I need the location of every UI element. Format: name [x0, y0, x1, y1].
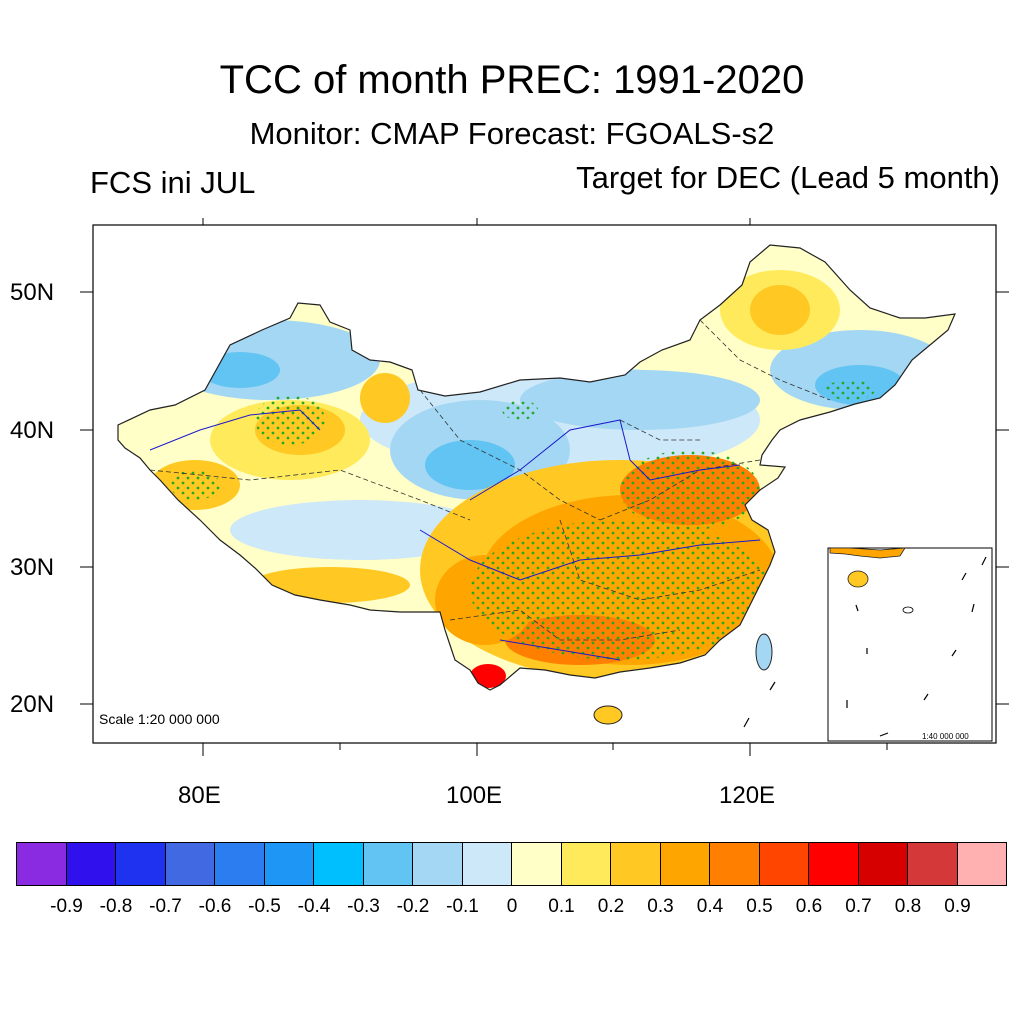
inset-atoll	[902, 606, 914, 614]
lat-ticks	[80, 291, 1009, 705]
colorbar-cell	[610, 842, 661, 886]
warm-region-inner-mongolia	[360, 373, 410, 423]
stipple-area-xinjiang	[255, 395, 325, 445]
colorbar-cell	[956, 842, 1007, 886]
colorbar-cell	[560, 842, 611, 886]
nine-dash-main	[743, 556, 987, 728]
stipple-area-tarim	[170, 470, 220, 500]
init-label: FCS ini JUL	[90, 165, 256, 200]
colorbar-cell	[907, 842, 958, 886]
colorbar-cell	[461, 842, 512, 886]
colorbar	[16, 842, 1007, 886]
blue-region-gansu-core	[425, 440, 515, 490]
lon-label-120e: 120E	[719, 782, 776, 809]
colorbar-labels: -0.9 -0.8 -0.7 -0.6 -0.5 -0.4 -0.3 -0.2 -0.1 0 0.1…	[0, 896, 1024, 926]
inset-frame	[827, 547, 993, 742]
colorbar-cell	[511, 842, 562, 886]
colorbar-tick-label: 0.8	[894, 896, 922, 917]
colorbar-cell	[16, 842, 67, 886]
colorbar-tick-label: -0.5	[248, 896, 281, 917]
lon-label-100e: 100E	[446, 782, 503, 809]
hainan-island	[593, 705, 623, 725]
colorbar-tick-label: 0.3	[647, 896, 674, 917]
colorbar-tick-label: 0	[506, 896, 518, 917]
colorbar-cell	[758, 842, 809, 886]
colorbar-tick-label: 0.4	[696, 896, 724, 917]
colorbar-tick-label: 0.1	[548, 896, 575, 917]
colorbar-tick-label: 0.9	[944, 896, 971, 917]
colorbar-cell	[214, 842, 265, 886]
colorbar-cell	[412, 842, 463, 886]
colorbar-cell	[164, 842, 215, 886]
colorbar-tick-label: 0.6	[795, 896, 823, 917]
colorbar-cell	[313, 842, 364, 886]
inset-dashlines	[846, 572, 975, 737]
target-label: Target for DEC (Lead 5 month)	[576, 160, 1000, 195]
inset-hainan	[847, 570, 869, 588]
lon-label-80e: 80E	[178, 782, 221, 809]
colorbar-tick-label: 0.5	[746, 896, 773, 917]
colorbar-tick-label: -0.7	[149, 896, 182, 917]
colorbar-tick-label: -0.1	[446, 896, 479, 917]
stipple-area-north-china	[620, 450, 760, 530]
scale-label-main: Scale 1:20 000 000	[99, 711, 220, 727]
lon-ticks	[202, 218, 888, 756]
chart-title: TCC of month PREC: 1991-2020	[219, 58, 805, 102]
colorbar-cell	[659, 842, 710, 886]
colorbar-tick-label: -0.2	[396, 896, 430, 917]
colorbar-tick-label: -0.4	[297, 896, 331, 917]
lat-label-40n: 40N	[10, 417, 55, 444]
chart-subtitle: Monitor: CMAP Forecast: FGOALS-s2	[249, 116, 775, 151]
colorbar-tick-label: -0.8	[99, 896, 133, 917]
colorbar-cell	[857, 842, 908, 886]
lat-label-50n: 50N	[10, 279, 55, 306]
stipple-area-gansu	[502, 400, 538, 420]
colorbar-cell	[362, 842, 413, 886]
colorbar-cell	[263, 842, 314, 886]
colorbar-tick-label: -0.9	[50, 896, 83, 917]
blue-region-tibet	[230, 500, 490, 560]
stipple-area-northeast	[825, 380, 875, 400]
lat-label-30n: 30N	[10, 554, 55, 581]
lat-label-20n: 20N	[10, 691, 55, 718]
rivers	[149, 409, 761, 661]
colorbar-cell	[808, 842, 859, 886]
inset-coast	[829, 547, 906, 559]
colorbar-cell	[115, 842, 166, 886]
colorbar-tick-label: -0.6	[198, 896, 232, 917]
blue-region-mongolia-east	[520, 370, 760, 430]
colorbar-cell	[65, 842, 116, 886]
warm-region-heilongjiang-core	[750, 285, 810, 335]
colorbar-tick-label: -0.3	[347, 896, 380, 917]
scale-label-inset: 1:40 000 000	[922, 732, 969, 741]
colorbar-tick-label: 0.7	[845, 896, 872, 917]
stipple-area-south	[470, 520, 770, 660]
taiwan-island	[755, 633, 773, 671]
warm-region-yunnan-south	[470, 664, 506, 688]
colorbar-tick-label: 0.2	[597, 896, 625, 917]
colorbar-cell	[709, 842, 760, 886]
